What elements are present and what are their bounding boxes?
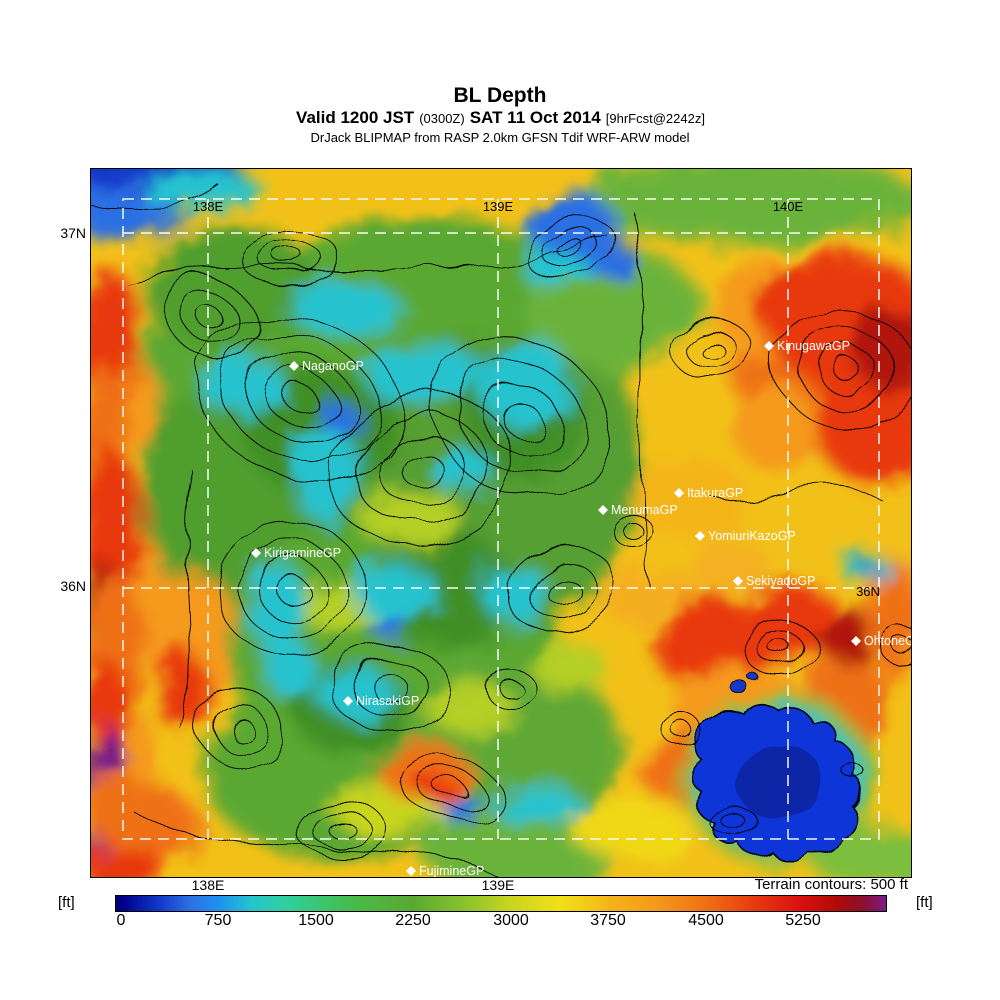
colorbar-unit-left: [ft] bbox=[58, 894, 75, 911]
colorbar-gradient bbox=[115, 895, 887, 912]
valid-date: SAT 11 Oct 2014 bbox=[469, 108, 601, 127]
colorbar-tick-2250: 2250 bbox=[395, 912, 431, 929]
grid-coordinate-labels: 138E 139E 140E 36N bbox=[193, 199, 880, 599]
valid-time-z: (0300Z) bbox=[419, 111, 465, 126]
site-diamond-icon bbox=[343, 696, 353, 706]
lat-label-36n-right: 36N bbox=[856, 584, 880, 599]
site-diamond-icon bbox=[674, 488, 684, 498]
site-diamond-icon bbox=[764, 341, 774, 351]
site-label: NirasakiGP bbox=[356, 694, 419, 708]
page-title: BL Depth bbox=[453, 84, 547, 107]
site-diamond-icon bbox=[695, 531, 705, 541]
valid-time-line: Valid 1200 JST (0300Z) SAT 11 Oct 2014 [9hr… bbox=[0, 108, 1000, 128]
site-marker: MenumaGP bbox=[598, 503, 678, 517]
colorbar-tick-5250: 5250 bbox=[785, 912, 821, 929]
blipmap-plot-area: 138E 139E 140E 36N NaganoGP KinugawaGP I… bbox=[90, 168, 912, 878]
lat-label-37n: 37N bbox=[60, 225, 86, 241]
site-markers: NaganoGP KinugawaGP ItakuraGP MenumaGP Y… bbox=[251, 339, 911, 877]
site-label: OhtoneGP bbox=[864, 634, 911, 648]
domain-grid-dashed bbox=[122, 198, 880, 840]
colorbar-tick-0: 0 bbox=[116, 912, 126, 929]
lon-label-138e-top: 138E bbox=[193, 199, 224, 214]
valid-time: Valid 1200 JST bbox=[296, 108, 415, 127]
bl-depth-map-canvas: 138E 139E 140E 36N NaganoGP KinugawaGP I… bbox=[91, 169, 911, 877]
site-label: MenumaGP bbox=[611, 503, 678, 517]
site-label: SekiyadoGP bbox=[746, 574, 815, 588]
forecast-run: [9hrFcst@2242z] bbox=[605, 111, 705, 126]
site-label: YomiuriKazoGP bbox=[708, 529, 796, 543]
site-label: KinugawaGP bbox=[777, 339, 850, 353]
site-label: ItakuraGP bbox=[687, 486, 743, 500]
terrain-contour-lines bbox=[91, 186, 911, 877]
site-marker: YomiuriKazoGP bbox=[695, 529, 796, 543]
model-attribution: DrJack BLIPMAP from RASP 2.0km GFSN Tdif… bbox=[310, 130, 690, 145]
lon-label-138e-bottom: 138E bbox=[191, 877, 225, 893]
lon-label-139e-bottom: 139E bbox=[481, 877, 515, 893]
lon-label-139e-top: 139E bbox=[483, 199, 514, 214]
lon-label-140e-top: 140E bbox=[773, 199, 804, 214]
colorbar-tick-4500: 4500 bbox=[688, 912, 724, 929]
site-marker: KirigamineGP bbox=[251, 546, 341, 560]
colorbar-tick-750: 750 bbox=[204, 912, 232, 929]
site-marker: FujimineGP bbox=[406, 864, 484, 877]
terrain-contours-note: Terrain contours: 500 ft bbox=[754, 876, 908, 893]
site-marker: KinugawaGP bbox=[764, 339, 850, 353]
colorbar-tick-3000: 3000 bbox=[493, 912, 529, 929]
site-marker: NaganoGP bbox=[289, 359, 364, 373]
site-diamond-icon bbox=[289, 361, 299, 371]
site-marker: ItakuraGP bbox=[674, 486, 743, 500]
site-marker: SekiyadoGP bbox=[733, 574, 815, 588]
site-label: NaganoGP bbox=[302, 359, 364, 373]
colorbar-unit-right: [ft] bbox=[916, 894, 933, 911]
colorbar-tick-3750: 3750 bbox=[590, 912, 626, 929]
site-marker: NirasakiGP bbox=[343, 694, 419, 708]
site-diamond-icon bbox=[733, 576, 743, 586]
site-diamond-icon bbox=[598, 505, 608, 515]
site-diamond-icon bbox=[251, 548, 261, 558]
site-label: KirigamineGP bbox=[264, 546, 341, 560]
site-marker: OhtoneGP bbox=[851, 634, 911, 648]
lake-blue-region bbox=[691, 672, 862, 861]
site-diamond-icon bbox=[851, 636, 861, 646]
site-diamond-icon bbox=[406, 866, 416, 876]
site-label: FujimineGP bbox=[419, 864, 484, 877]
colorbar-tick-1500: 1500 bbox=[298, 912, 334, 929]
lat-label-36n-left: 36N bbox=[60, 578, 86, 594]
